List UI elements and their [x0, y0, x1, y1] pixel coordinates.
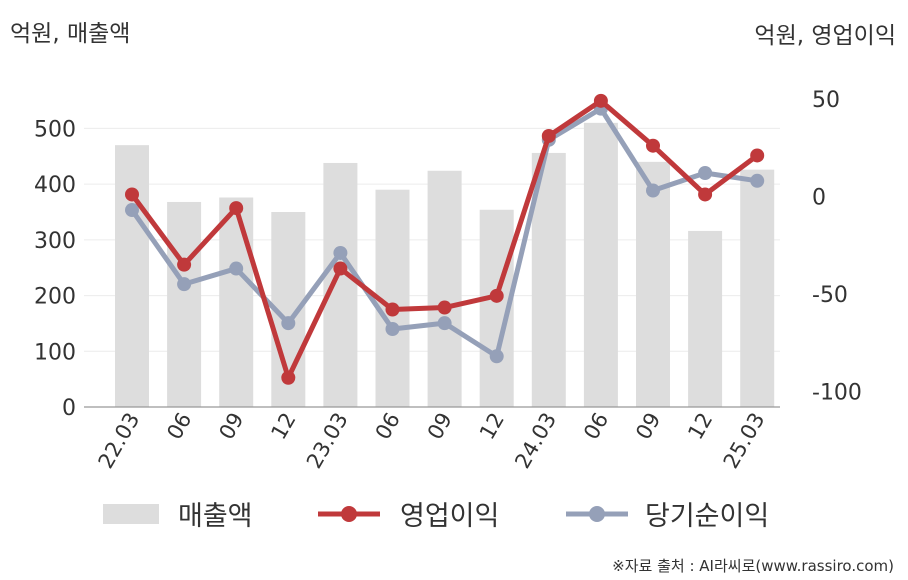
net-profit-point — [125, 203, 139, 218]
x-tick-label: 23.03 — [302, 409, 353, 473]
net-profit-point — [333, 245, 348, 260]
x-tick-label: 12 — [266, 409, 300, 444]
legend-label-net-profit: 당기순이익 — [645, 501, 770, 532]
operating-profit-point — [385, 302, 400, 317]
revenue-bar — [688, 230, 723, 407]
left-tick-label: 400 — [34, 173, 76, 198]
net-profit-point — [698, 166, 713, 180]
x-tick-label: 09 — [214, 409, 248, 444]
net-profit-point — [646, 183, 660, 198]
x-tick-label: 06 — [162, 409, 196, 444]
left-tick-label: 100 — [34, 340, 76, 365]
operating-profit-point — [646, 138, 660, 153]
operating-profit-point — [489, 288, 504, 303]
revenue-bar — [115, 145, 149, 407]
x-tick-label: 22.03 — [93, 409, 144, 473]
legend-swatch-revenue — [103, 504, 159, 524]
net-profit-point — [489, 349, 504, 364]
x-tick-label: 24.03 — [510, 409, 561, 473]
left-tick-label: 200 — [34, 285, 76, 310]
right-axis-unit: 억원, 영업이익 — [754, 23, 896, 49]
net-profit-point — [281, 316, 296, 331]
legend-label-operating-profit: 영업이익 — [400, 501, 500, 532]
left-tick-label: 300 — [34, 229, 76, 254]
left-y-tick-labels: 0 100 200 300 400 500 — [34, 117, 76, 421]
revenue-bar — [323, 162, 358, 407]
x-tick-labels: 22.03 06 09 12 23.03 06 09 12 24.03 06 09 12 25.03 — [93, 409, 769, 473]
net-profit-point — [750, 173, 765, 188]
legend-label-revenue: 매출액 — [178, 501, 253, 532]
left-tick-label: 0 — [62, 396, 76, 421]
revenue-bar — [167, 201, 202, 407]
operating-profit-point — [125, 187, 139, 202]
x-tick-label: 12 — [683, 409, 717, 444]
x-tick-label: 25.03 — [719, 409, 770, 473]
operating-profit-point — [281, 370, 296, 385]
revenue-bar — [219, 197, 254, 407]
source-note: ※자료 출처 : AI라씨로(www.rassiro.com) — [612, 557, 894, 575]
operating-profit-point — [177, 257, 192, 272]
operating-profit-point — [333, 261, 348, 276]
right-y-tick-labels: -100 -50 0 50 — [812, 88, 862, 405]
x-tick-label: 06 — [371, 409, 405, 444]
x-tick-label: 09 — [631, 409, 665, 444]
operating-profit-point — [229, 201, 244, 216]
net-profit-point — [177, 277, 192, 292]
revenue-bar — [427, 170, 462, 407]
right-tick-label: 0 — [812, 185, 826, 210]
left-tick-label: 500 — [34, 117, 76, 142]
legend — [103, 504, 628, 524]
revenue-bars — [115, 122, 775, 407]
operating-profit-point — [437, 300, 452, 315]
net-profit-point — [229, 261, 244, 276]
legend-swatch-operating-profit-dot — [341, 506, 357, 522]
profit-lines — [125, 93, 765, 385]
revenue-bar — [583, 122, 618, 407]
legend-swatch-net-profit-dot — [589, 506, 605, 522]
x-tick-label: 09 — [423, 409, 457, 444]
net-profit-point — [437, 316, 452, 331]
revenue-bar — [636, 161, 670, 407]
x-tick-label: 06 — [579, 409, 613, 444]
operating-profit-point — [750, 148, 765, 163]
right-tick-label: -100 — [812, 380, 862, 405]
operating-profit-point — [698, 187, 713, 202]
net-profit-point — [385, 322, 400, 336]
x-tick-label: 12 — [475, 409, 509, 444]
left-axis-unit: 억원, 매출액 — [10, 21, 131, 47]
right-tick-label: 50 — [812, 88, 840, 113]
revenue-bar — [740, 169, 775, 407]
operating-profit-point — [541, 128, 556, 143]
right-tick-label: -50 — [812, 283, 848, 308]
operating-profit-point — [593, 93, 608, 108]
